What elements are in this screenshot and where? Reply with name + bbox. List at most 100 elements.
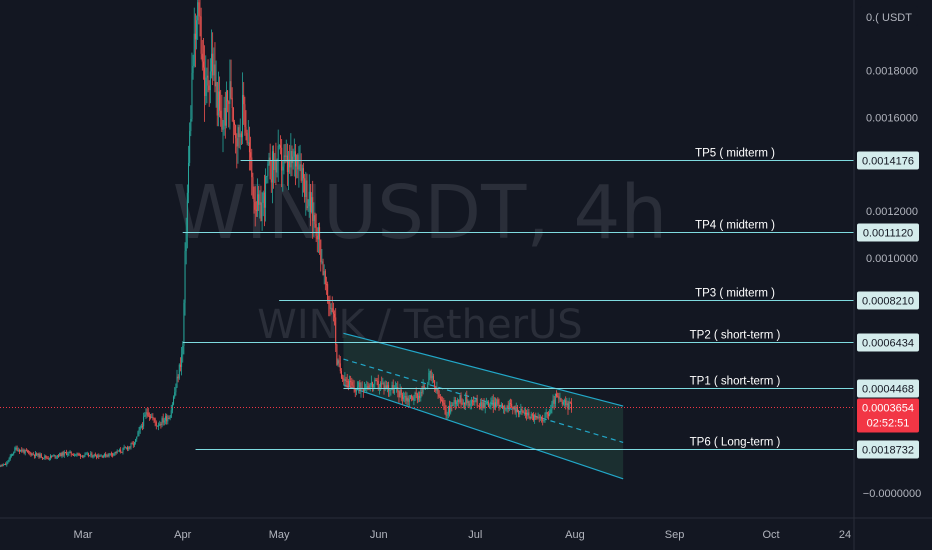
candle-body (303, 168, 304, 179)
candle-body (399, 389, 401, 398)
channel-upper-line[interactable] (343, 332, 624, 407)
x-tick-label: Sep (665, 529, 685, 541)
time-axis[interactable]: Mar Apr May Jun Jul Aug Sep Oct 24 (74, 529, 852, 541)
candle-body (100, 455, 102, 457)
target-price-tag (857, 223, 919, 242)
candle-body (545, 412, 547, 414)
candle-body (515, 407, 517, 413)
candle-body (367, 386, 369, 388)
candle-body (418, 395, 419, 400)
candle-body (129, 446, 131, 448)
candle-body (514, 406, 516, 413)
candle-body (156, 425, 158, 427)
candle-body (36, 453, 38, 456)
candle-body (112, 454, 114, 456)
candle-body (375, 379, 377, 381)
candle-body (353, 386, 355, 390)
candle-body (507, 405, 509, 409)
candle-body (31, 453, 33, 456)
candle-body (564, 400, 566, 402)
candle-body (536, 416, 538, 418)
candle-body (277, 145, 279, 162)
candle-body (137, 432, 139, 437)
current-price-tag (857, 398, 919, 433)
candle-body (59, 453, 61, 457)
candle-body (404, 396, 406, 398)
candle-body (478, 406, 480, 408)
candle-body (29, 452, 31, 454)
candle-body (41, 457, 43, 459)
candle-body (291, 151, 293, 163)
candle-body (74, 454, 76, 456)
candle-body (510, 402, 511, 404)
candle-body (398, 391, 400, 398)
candle-body (323, 271, 325, 276)
channel-mid-line[interactable] (343, 358, 624, 443)
candle-body (516, 407, 518, 412)
candle-body (449, 406, 451, 413)
candle-body (554, 393, 556, 404)
candle-body (166, 416, 168, 422)
candle-body (114, 451, 116, 454)
candle-body (500, 404, 502, 406)
candle-body (386, 385, 388, 390)
candle-body (138, 429, 140, 433)
candle-body (472, 400, 474, 402)
candle-body (400, 389, 402, 395)
candle-body (343, 378, 345, 381)
candle-body (144, 415, 146, 417)
candle-body (229, 81, 231, 104)
candle-body (393, 388, 395, 394)
candle-body (308, 191, 310, 207)
candle-body (488, 401, 490, 408)
candle-body (342, 377, 344, 379)
candle-body (177, 376, 179, 379)
target-lines[interactable]: TP6 ( Long-term ) TP5 ( midterm ) TP4 ( mi… (0, 148, 854, 450)
candle-body (15, 447, 17, 449)
candle-body (543, 420, 545, 422)
candle-body (544, 413, 546, 421)
candle-body (390, 389, 392, 391)
candle-body (376, 380, 378, 382)
candle-body (326, 284, 327, 286)
candle-body (132, 443, 134, 446)
candle-body (81, 455, 83, 457)
candle-body (461, 403, 463, 405)
candle-body (283, 155, 285, 167)
candle-body (108, 453, 110, 457)
candle-body (8, 458, 10, 462)
channel-lower-line[interactable] (343, 384, 624, 480)
candle-body (381, 383, 383, 385)
candle-body (529, 416, 531, 419)
candle-body (335, 317, 337, 345)
candle-body (535, 416, 537, 418)
candle-body (83, 455, 85, 458)
candle-body (89, 455, 91, 457)
candle-body (140, 426, 142, 428)
candle-body (495, 402, 497, 407)
candle-body (411, 395, 413, 398)
candle-body (413, 399, 415, 401)
target-label-tp1: TP1 ( short-term ) (690, 376, 781, 388)
candle-body (58, 455, 60, 457)
candle-body (530, 414, 532, 419)
candle-body (200, 16, 202, 54)
candle-body (496, 399, 498, 407)
target-price-label: 0.0006434 (862, 338, 914, 350)
candle-body (290, 151, 292, 168)
candle-body (190, 119, 192, 132)
candle-body (148, 415, 150, 417)
candle-body (546, 412, 548, 415)
candle-body (239, 133, 241, 138)
candle-body (403, 397, 405, 399)
currency-prefix: 0.( (866, 12, 879, 24)
candle-body (332, 312, 334, 314)
candle-body (142, 426, 143, 428)
candle-body (247, 142, 249, 144)
candle-body (559, 398, 561, 400)
target-price-tag (857, 333, 919, 352)
candle-body (194, 33, 196, 40)
candle-body (316, 235, 318, 240)
candle-body (124, 447, 126, 449)
